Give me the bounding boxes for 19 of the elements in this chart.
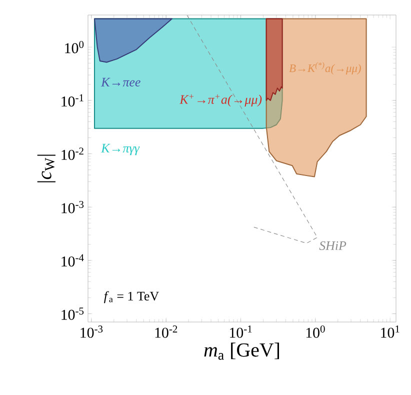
series-label: SHiP xyxy=(319,241,346,250)
annotation: f$_{a}$ = 1 TeV xyxy=(104,291,159,304)
y-tick-label: 10$^{0}$ xyxy=(65,40,84,54)
y-tick-label: 10$^{-5}$ xyxy=(62,308,84,320)
series-label: K$^{+}$→π$^{+}$a(→μμ) xyxy=(180,94,262,107)
series-label: K→πγγ xyxy=(100,144,140,156)
series-label: B→K$^{(*)}$a(→μμ) xyxy=(289,62,361,75)
x-tick-label: 10$^{-1}$ xyxy=(230,326,252,338)
y-axis-title: |c$_{W}$| xyxy=(37,154,56,182)
y-tick-label: 10$^{-4}$ xyxy=(62,254,84,267)
x-tick-label: 10$^{0}$ xyxy=(306,326,325,338)
series-label: K→πee xyxy=(100,78,140,86)
y-tick-label: 10$^{-3}$ xyxy=(62,200,84,214)
x-tick-label: 10$^{1}$ xyxy=(381,326,400,338)
x-tick-label: 10$^{-2}$ xyxy=(155,326,178,338)
y-tick-label: 10$^{-2}$ xyxy=(62,148,84,160)
x-axis-title: m$_{a}$ [GeV] xyxy=(204,342,279,360)
y-tick-label: 10$^{-1}$ xyxy=(62,94,84,107)
x-tick-label: 10$^{-3}$ xyxy=(80,326,103,338)
